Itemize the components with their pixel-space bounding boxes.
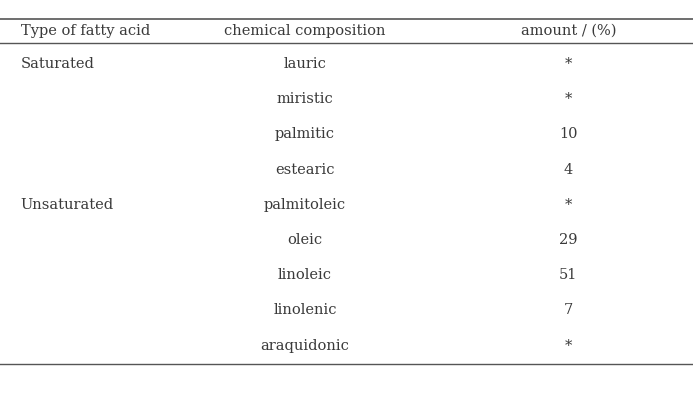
Text: lauric: lauric: [283, 57, 326, 71]
Text: palmitic: palmitic: [275, 127, 335, 141]
Text: linolenic: linolenic: [273, 304, 337, 317]
Text: 4: 4: [563, 163, 573, 176]
Text: 7: 7: [563, 304, 573, 317]
Text: *: *: [565, 198, 572, 212]
Text: *: *: [565, 57, 572, 71]
Text: 29: 29: [559, 233, 577, 247]
Text: araquidonic: araquidonic: [261, 339, 349, 353]
Text: miristic: miristic: [277, 92, 333, 106]
Text: 51: 51: [559, 268, 577, 282]
Text: estearic: estearic: [275, 163, 335, 176]
Text: *: *: [565, 339, 572, 353]
Text: 10: 10: [559, 127, 577, 141]
Text: chemical composition: chemical composition: [224, 24, 386, 38]
Text: amount / (%): amount / (%): [520, 24, 616, 38]
Text: palmitoleic: palmitoleic: [264, 198, 346, 212]
Text: oleic: oleic: [288, 233, 322, 247]
Text: *: *: [565, 92, 572, 106]
Text: Unsaturated: Unsaturated: [21, 198, 114, 212]
Text: Type of fatty acid: Type of fatty acid: [21, 24, 150, 38]
Text: Saturated: Saturated: [21, 57, 95, 71]
Text: linoleic: linoleic: [278, 268, 332, 282]
